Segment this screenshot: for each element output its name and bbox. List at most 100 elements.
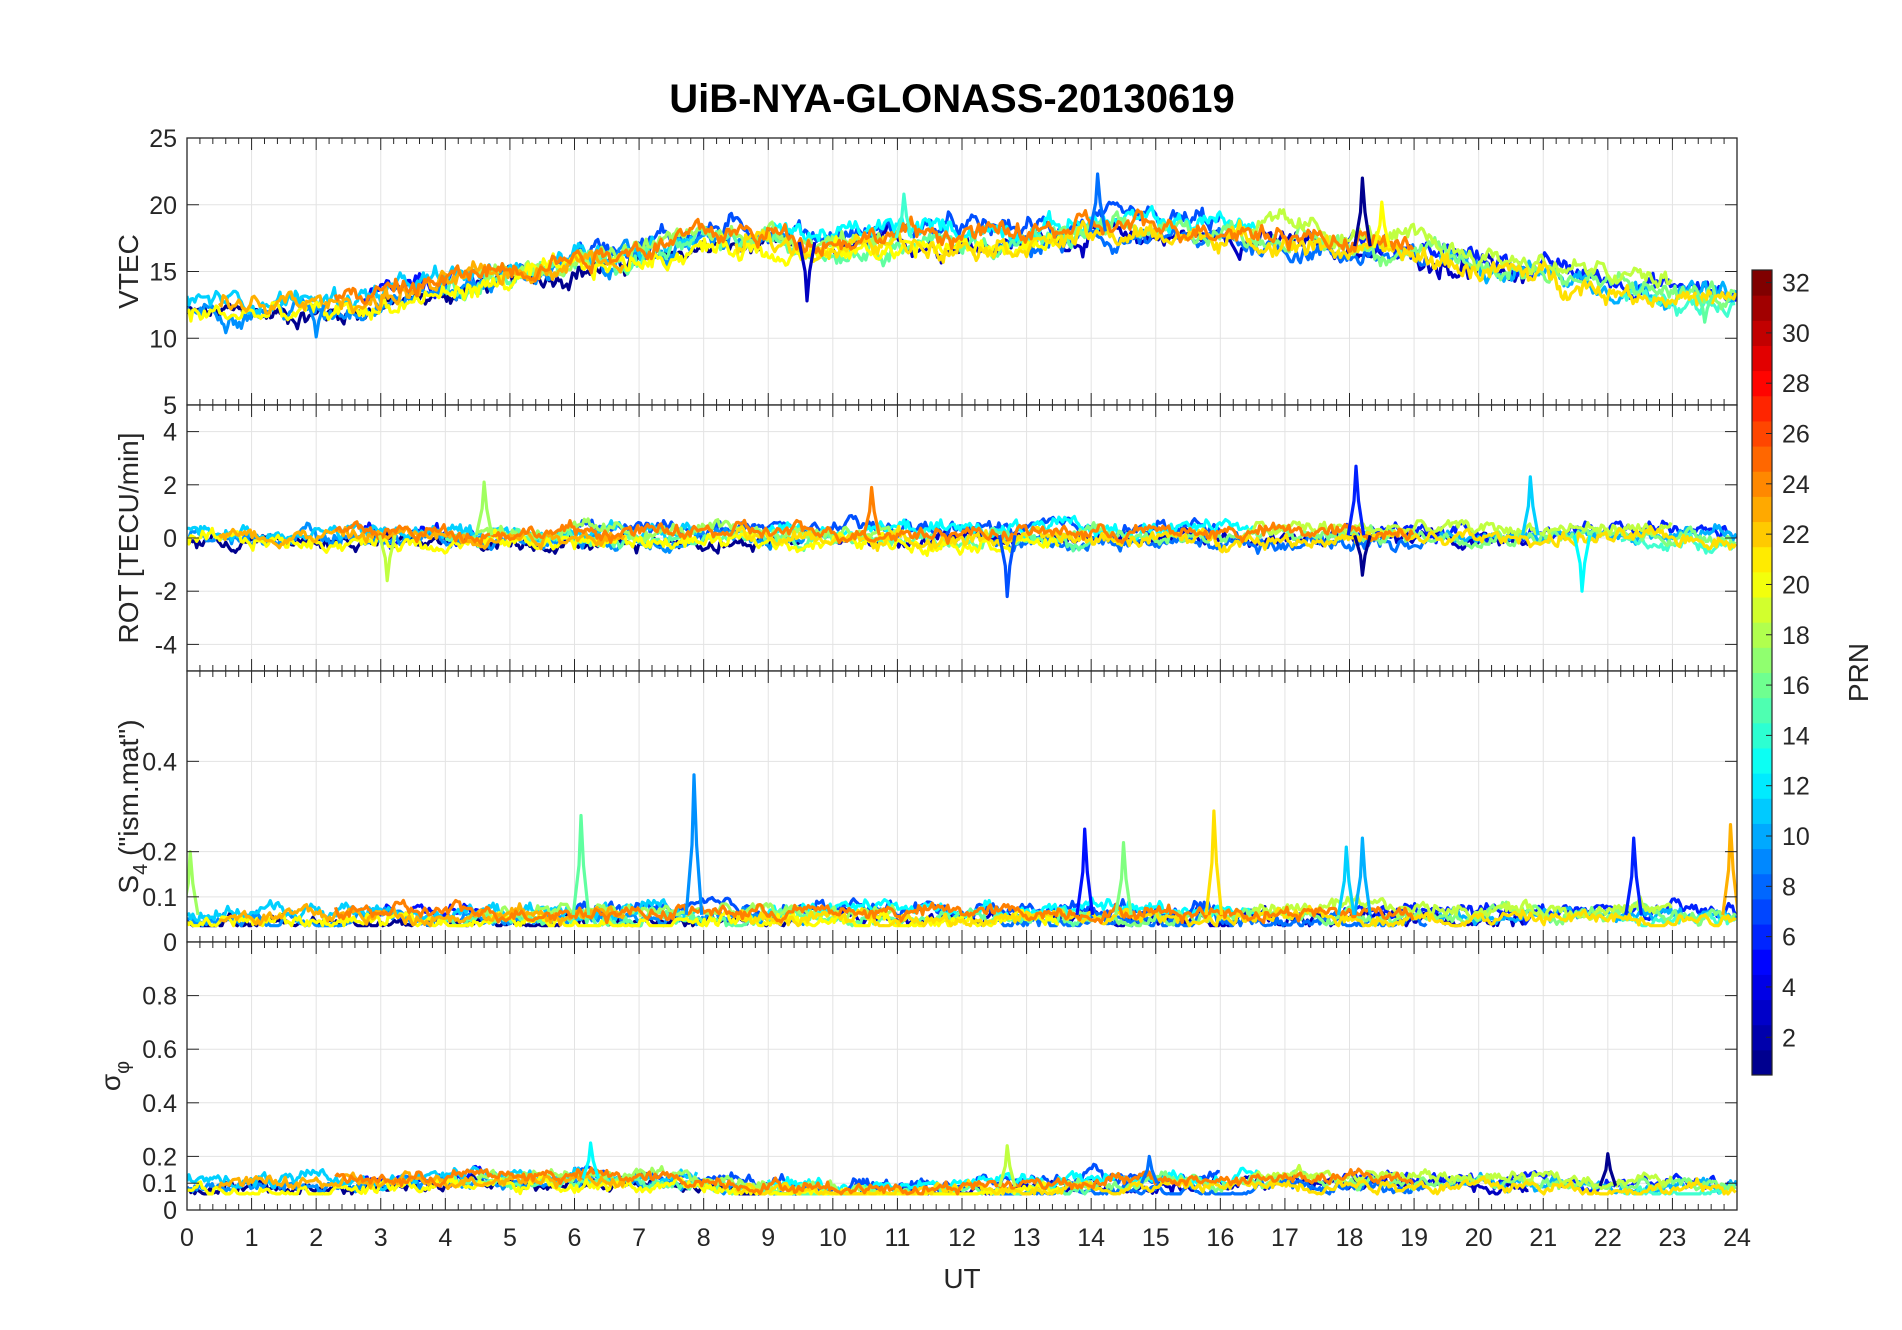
colorbar-swatch — [1752, 974, 1772, 1001]
y-tick-label: 0.4 — [142, 1090, 177, 1118]
series-lines — [187, 172, 1737, 339]
colorbar-swatch — [1752, 395, 1772, 422]
colorbar-swatch — [1752, 370, 1772, 397]
y-label-main: σ — [95, 1074, 126, 1091]
spike — [1075, 827, 1095, 916]
y-tick-label: 0.2 — [142, 839, 177, 867]
colorbar-swatch — [1752, 1049, 1772, 1076]
x-tick-label: 7 — [632, 1224, 646, 1252]
colorbar-tick-label: 30 — [1782, 320, 1810, 348]
series-line-prn-19 — [334, 208, 1415, 306]
colorbar-swatch — [1752, 898, 1772, 925]
y-tick-label: 0.2 — [142, 1143, 177, 1171]
y-tick-label: 0 — [163, 1197, 177, 1225]
spike — [1204, 809, 1224, 916]
y-tick-label: 0.1 — [142, 1170, 177, 1198]
spike — [894, 192, 914, 239]
spike — [1088, 172, 1107, 232]
colorbar-label: PRN — [1843, 643, 1874, 702]
colorbar-tick-label: 20 — [1782, 571, 1810, 599]
colorbar-swatch — [1752, 848, 1772, 875]
y-axis-label: ROT [TECU/min] — [113, 432, 144, 643]
y-tick-label: 0.4 — [142, 748, 177, 776]
y-tick-label: 0.1 — [142, 884, 177, 912]
series-lines — [187, 464, 1737, 599]
series-line-prn-15 — [1251, 208, 1673, 289]
colorbar-swatch — [1752, 823, 1772, 850]
y-tick-label: 4 — [163, 419, 177, 447]
colorbar-swatch — [1752, 270, 1772, 296]
colorbar-tick-label: 6 — [1782, 924, 1796, 952]
spike — [474, 480, 494, 536]
y-tick-label: 0.6 — [142, 1036, 177, 1064]
x-tick-label: 4 — [438, 1224, 452, 1252]
y-tick-label: 0 — [163, 525, 177, 553]
x-tick-label: 5 — [503, 1224, 517, 1252]
colorbar-tick-label: 16 — [1782, 672, 1810, 700]
colorbar-swatch — [1752, 571, 1772, 598]
colorbar-swatch — [1752, 496, 1772, 523]
colorbar-swatch — [1752, 446, 1772, 472]
colorbar-swatch — [1752, 1024, 1772, 1051]
x-tick-label: 8 — [697, 1224, 711, 1252]
panel-rot: -4 -2 0 2 4 ROT [TECU/min] — [113, 404, 1738, 672]
x-tick-label: 20 — [1465, 1224, 1493, 1252]
ticks — [186, 405, 1738, 671]
spike — [1572, 534, 1592, 593]
spike — [1353, 176, 1372, 247]
y-axis-label: σφ — [95, 1061, 134, 1091]
spike — [997, 535, 1017, 599]
x-tick-label: 10 — [819, 1224, 847, 1252]
x-tick-label: 12 — [948, 1224, 976, 1252]
series-line-prn-18 — [217, 1170, 626, 1191]
x-tick-label: 22 — [1594, 1224, 1622, 1252]
spike — [1336, 845, 1356, 916]
spike — [1114, 841, 1133, 916]
colorbar-swatch — [1752, 471, 1772, 497]
colorbar-swatch — [1752, 546, 1772, 573]
colorbar-swatch — [1752, 798, 1772, 824]
spike — [1372, 200, 1392, 249]
colorbar-swatch — [1752, 345, 1772, 372]
spike — [377, 534, 397, 583]
ticks — [186, 942, 1738, 1211]
series-line-prn-11 — [1620, 1182, 1737, 1196]
colorbar-tick-label: 22 — [1782, 521, 1810, 549]
colorbar-swatch — [1752, 747, 1772, 774]
colorbar-swatch — [1752, 999, 1772, 1026]
colorbar-swatch — [1752, 295, 1772, 321]
colorbar-swatch — [1752, 672, 1772, 699]
spike — [1695, 294, 1714, 324]
series-line-prn-19 — [333, 898, 1415, 925]
y-tick-label: 10 — [149, 325, 177, 353]
y-label-sub: φ — [112, 1061, 134, 1074]
series-line-prn-19 — [334, 1166, 1415, 1196]
colorbar-tick-label: 32 — [1782, 270, 1810, 298]
spike — [1598, 1152, 1618, 1187]
y-tick-label: 0.8 — [142, 983, 177, 1011]
x-tick-label: 23 — [1659, 1224, 1687, 1252]
chart-title: UiB-NYA-GLONASS-20130619 — [669, 77, 1234, 121]
series-line-prn-16 — [187, 233, 1061, 323]
y-label-sub: 4 — [130, 864, 152, 875]
y-axis-label: VTEC — [113, 234, 144, 309]
y-tick-label: -2 — [155, 578, 177, 606]
colorbar-swatch — [1752, 647, 1772, 673]
spike — [862, 485, 881, 536]
colorbar-swatch — [1752, 597, 1772, 623]
colorbar-swatch — [1752, 722, 1772, 749]
x-tick-label: 16 — [1206, 1224, 1234, 1252]
x-tick-label: 19 — [1400, 1224, 1428, 1252]
series-line-prn-16 — [187, 907, 1060, 928]
x-tick-label: 11 — [884, 1224, 910, 1252]
x-tick-label: 6 — [568, 1224, 582, 1252]
x-tick-label: 0 — [180, 1224, 194, 1252]
y-label-main: S — [113, 875, 144, 894]
spike — [797, 241, 817, 303]
colorbar-tick-label: 24 — [1782, 471, 1810, 499]
y-label-rest: ("ism.mat") — [113, 719, 144, 863]
spike — [1624, 836, 1643, 916]
colorbar-swatch — [1752, 622, 1772, 648]
